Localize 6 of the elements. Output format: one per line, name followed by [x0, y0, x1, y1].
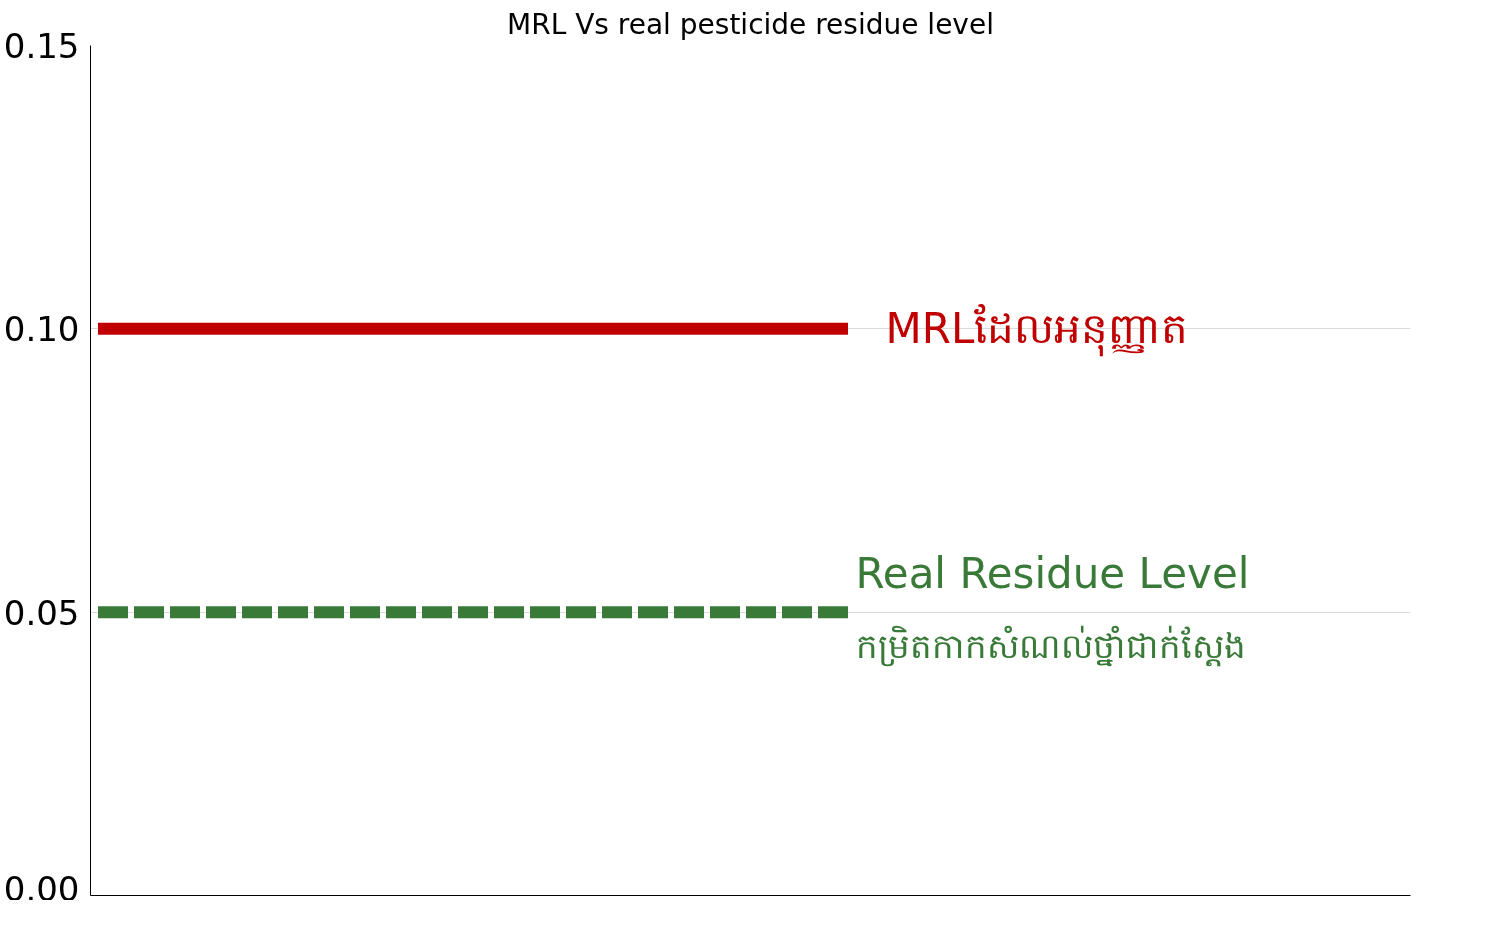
series-label: Real Residue Level កម្រិតកាកសំណល់ថ្នាំជាក់ស្តែង	[855, 549, 1250, 668]
y-tick-label: 0.05	[3, 592, 80, 633]
y-tick-label: 0.15	[3, 26, 80, 66]
y-tick-label: 0.10	[3, 309, 80, 350]
series-label: MRLដែលអនុញ្ញាត	[885, 304, 1189, 358]
chart-title: MRL Vs real pesticide residue level	[507, 7, 994, 41]
